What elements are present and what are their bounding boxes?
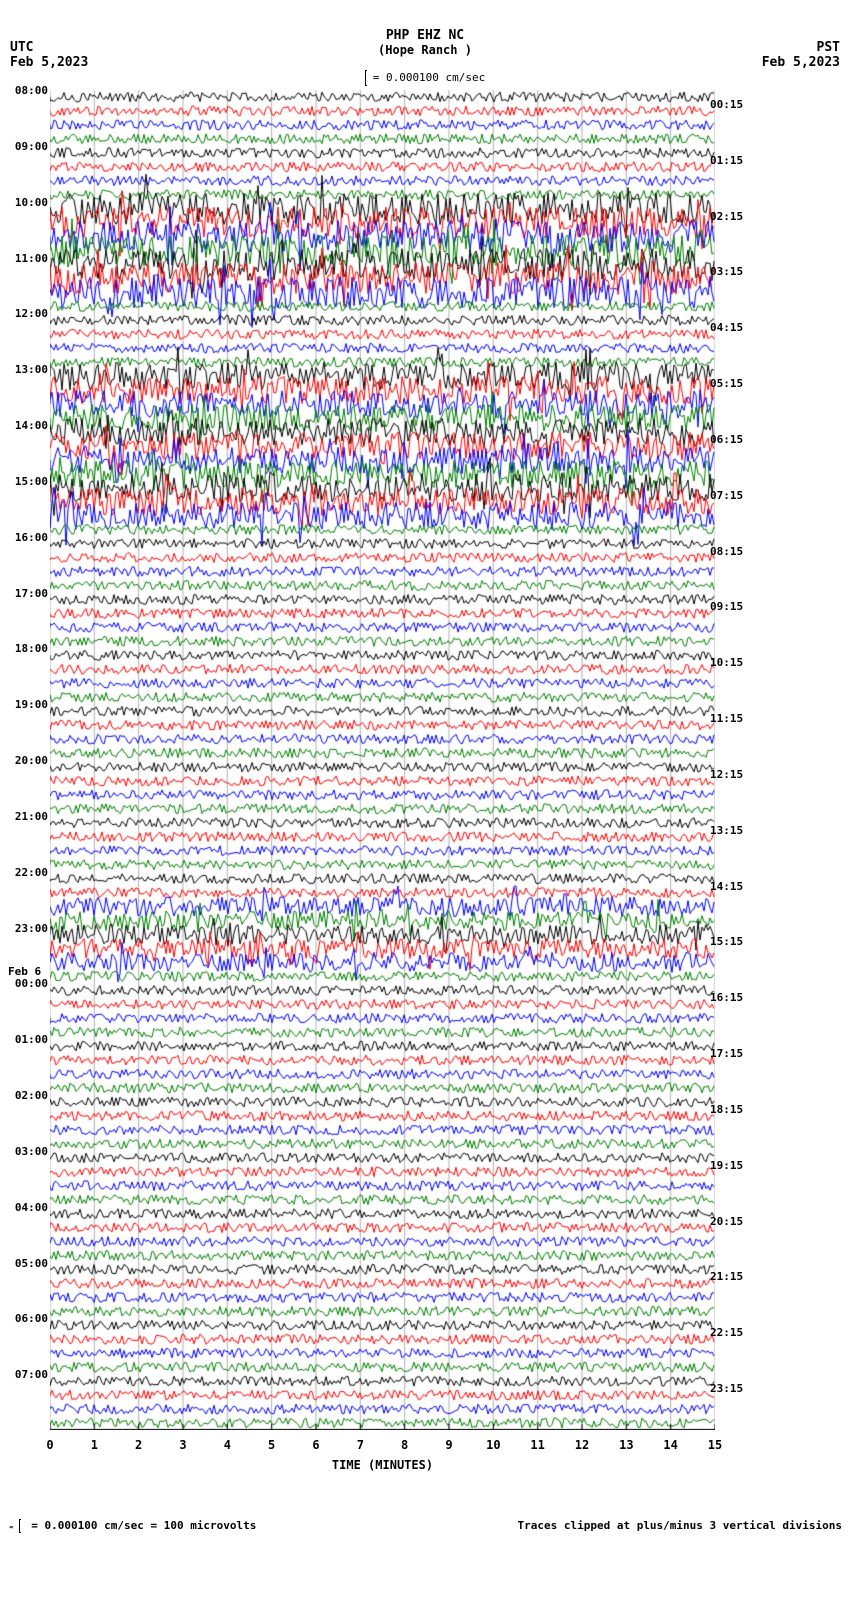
utc-time-label: 20:00 (4, 754, 48, 767)
utc-time-label: 09:00 (4, 140, 48, 153)
pst-time-label: 04:15 (710, 321, 750, 334)
utc-time-label: 16:00 (4, 531, 48, 544)
utc-time-label: 10:00 (4, 196, 48, 209)
x-tick-label: 13 (619, 1438, 633, 1452)
footer-right-text: Traces clipped at plus/minus 3 vertical … (517, 1519, 842, 1532)
utc-time-label: 07:00 (4, 1368, 48, 1381)
x-tick-label: 1 (91, 1438, 98, 1452)
pst-time-label: 21:15 (710, 1270, 750, 1283)
pst-time-label: 11:15 (710, 712, 750, 725)
x-tick-label: 8 (401, 1438, 408, 1452)
utc-time-label: 08:00 (4, 84, 48, 97)
pst-time-label: 22:15 (710, 1326, 750, 1339)
utc-time-label: 23:00 (4, 922, 48, 935)
scale-label: = 0.000100 cm/sec (0, 70, 850, 86)
pst-time-label: 00:15 (710, 98, 750, 111)
pst-time-label: 20:15 (710, 1215, 750, 1228)
pst-time-label: 07:15 (710, 489, 750, 502)
pst-time-label: 08:15 (710, 545, 750, 558)
pst-time-label: 01:15 (710, 154, 750, 167)
utc-time-label: 14:00 (4, 419, 48, 432)
x-tick-label: 0 (46, 1438, 53, 1452)
x-tick-label: 14 (663, 1438, 677, 1452)
pst-time-label: 03:15 (710, 265, 750, 278)
x-tick-label: 10 (486, 1438, 500, 1452)
utc-time-label: 15:00 (4, 475, 48, 488)
x-axis: TIME (MINUTES) 0123456789101112131415 (50, 1430, 715, 1480)
utc-time-label: 18:00 (4, 642, 48, 655)
helicorder-plot (50, 90, 715, 1430)
pst-time-label: 05:15 (710, 377, 750, 390)
footer: ₌ = 0.000100 cm/sec = 100 microvolts Tra… (8, 1519, 842, 1533)
pst-time-label: 17:15 (710, 1047, 750, 1060)
pst-time-label: 02:15 (710, 210, 750, 223)
utc-time-label: 21:00 (4, 810, 48, 823)
utc-time-label: 05:00 (4, 1257, 48, 1270)
x-tick-label: 3 (179, 1438, 186, 1452)
utc-time-label: 02:00 (4, 1089, 48, 1102)
utc-time-label: 03:00 (4, 1145, 48, 1158)
pst-time-label: 09:15 (710, 600, 750, 613)
utc-time-label: 04:00 (4, 1201, 48, 1214)
utc-time-label: 22:00 (4, 866, 48, 879)
x-tick-label: 2 (135, 1438, 142, 1452)
pst-time-label: 10:15 (710, 656, 750, 669)
x-tick-label: 12 (575, 1438, 589, 1452)
x-axis-label: TIME (MINUTES) (50, 1458, 715, 1472)
small-scale-bar: ₌ (8, 1519, 15, 1532)
utc-time-label: 06:00 (4, 1312, 48, 1325)
x-tick-label: 4 (224, 1438, 231, 1452)
pst-time-label: 19:15 (710, 1159, 750, 1172)
footer-left-text: = 0.000100 cm/sec = 100 microvolts (31, 1519, 256, 1532)
x-tick-label: 11 (530, 1438, 544, 1452)
utc-time-label: 00:00 (4, 977, 48, 990)
pst-time-label: 16:15 (710, 991, 750, 1004)
chart-title: PHP EHZ NC (Hope Ranch ) (0, 28, 850, 57)
x-tick-label: 15 (708, 1438, 722, 1452)
utc-time-label: 19:00 (4, 698, 48, 711)
utc-time-label: 17:00 (4, 587, 48, 600)
pst-time-label: 18:15 (710, 1103, 750, 1116)
x-tick-label: 9 (445, 1438, 452, 1452)
utc-time-label: 01:00 (4, 1033, 48, 1046)
x-tick-label: 6 (312, 1438, 319, 1452)
pst-time-label: 06:15 (710, 433, 750, 446)
pst-time-label: 14:15 (710, 880, 750, 893)
pst-time-label: 15:15 (710, 935, 750, 948)
x-tick-label: 5 (268, 1438, 275, 1452)
pst-time-label: 23:15 (710, 1382, 750, 1395)
utc-time-label: 11:00 (4, 252, 48, 265)
pst-time-label: 12:15 (710, 768, 750, 781)
utc-time-label: 12:00 (4, 307, 48, 320)
utc-time-label: 13:00 (4, 363, 48, 376)
pst-time-label: 13:15 (710, 824, 750, 837)
x-tick-label: 7 (357, 1438, 364, 1452)
